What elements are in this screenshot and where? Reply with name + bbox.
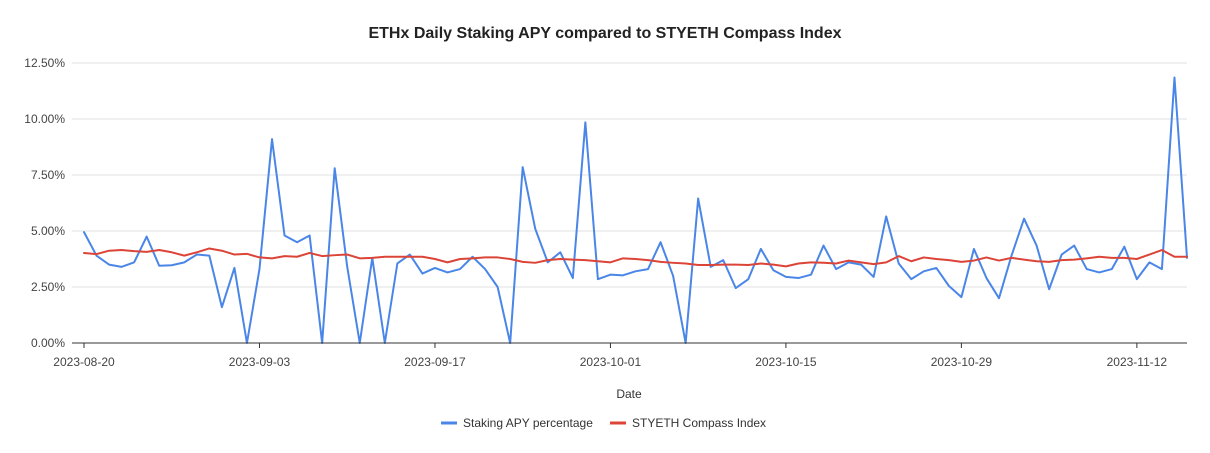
x-axis-label: Date [616,387,642,401]
series-lines [83,76,1188,344]
x-tick-label: 2023-11-12 [1107,355,1168,369]
x-axis-ticks: 2023-08-20 2023-09-03 2023-09-17 2023-10-01… [53,343,1167,369]
y-tick-label: 0.00% [31,336,65,350]
x-tick-label: 2023-09-17 [404,355,466,369]
legend-label-styeth-compass: STYETH Compass Index [632,416,766,430]
gridlines [72,62,1187,288]
y-tick-label: 10.00% [24,112,65,126]
x-tick-label: 2023-10-29 [931,355,993,369]
legend-item-styeth-compass[interactable]: STYETH Compass Index [610,416,766,430]
legend-item-staking-apy[interactable]: Staking APY percentage [441,416,593,430]
series-line-styeth-compass [83,247,1188,268]
series-line-staking-apy [83,76,1188,344]
x-tick-label: 2023-08-20 [53,355,115,369]
chart-title: ETHx Daily Staking APY compared to STYET… [368,25,841,42]
x-tick-label: 2023-10-01 [580,355,642,369]
y-tick-label: 7.50% [31,168,65,182]
y-tick-label: 2.50% [31,280,65,294]
x-tick-label: 2023-09-03 [229,355,291,369]
y-tick-label: 5.00% [31,224,65,238]
legend: Staking APY percentage STYETH Compass In… [441,416,766,430]
legend-label-staking-apy: Staking APY percentage [463,416,593,430]
x-tick-label: 2023-10-15 [755,355,817,369]
y-tick-label: 12.50% [24,56,65,70]
y-axis-ticks: 0.00% 2.50% 5.00% 7.50% 10.00% 12.50% [24,56,65,350]
